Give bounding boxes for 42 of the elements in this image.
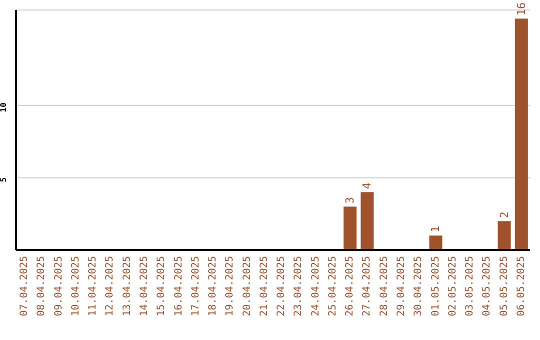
x-tick-label: 04.05.2025 [482, 256, 493, 316]
x-tick-label: 29.04.2025 [396, 256, 407, 316]
x-tick-label: 03.05.2025 [464, 256, 476, 316]
x-tick-label: 19.04.2025 [224, 256, 236, 316]
x-tick-label: 02.05.2025 [447, 256, 458, 316]
y-tick-label: 5 [0, 177, 8, 182]
x-tick-label: 05.05.2025 [498, 256, 510, 316]
bar [360, 192, 374, 250]
y-tick-label: 10 [0, 102, 8, 112]
x-tick-label: 08.04.2025 [36, 256, 48, 316]
x-tick-label: 16.04.2025 [173, 256, 184, 316]
x-tick-label: 10.04.2025 [70, 256, 82, 316]
x-tick-label: 07.04.2025 [19, 256, 30, 316]
data-label: 1 [429, 226, 442, 233]
x-tick-label: 14.04.2025 [139, 256, 150, 316]
x-tick-label: 24.04.2025 [310, 256, 322, 316]
x-tick-label: 28.04.2025 [378, 256, 390, 316]
x-tick-label: 01.05.2025 [430, 256, 442, 316]
x-tick-label: 11.04.2025 [88, 256, 99, 316]
x-tick-label: 18.04.2025 [208, 256, 219, 316]
data-label: 2 [498, 211, 511, 218]
x-tick-label: 06.05.2025 [516, 256, 527, 316]
data-label: 4 [360, 182, 374, 190]
x-tick-label: 26.04.2025 [344, 256, 356, 316]
x-tick-label: 22.04.2025 [276, 256, 288, 316]
bar [344, 206, 357, 250]
bar [514, 18, 528, 250]
x-tick-label: 17.04.2025 [190, 256, 202, 316]
data-label: 3 [344, 197, 357, 204]
bar [429, 236, 442, 250]
x-tick-label: 09.04.2025 [53, 256, 64, 316]
x-tick-label: 25.04.2025 [327, 256, 338, 316]
x-tick-label: 13.04.2025 [122, 256, 133, 316]
x-tick-label: 20.04.2025 [242, 256, 253, 316]
x-tick-label: 21.04.2025 [258, 256, 270, 316]
x-tick-label: 12.04.2025 [104, 256, 116, 316]
data-label: 16 [514, 2, 528, 16]
x-tick-label: 27.04.2025 [362, 256, 373, 316]
x-tick-label: 23.04.2025 [293, 256, 304, 316]
x-tick-label: 30.04.2025 [413, 256, 424, 316]
bar [498, 221, 511, 250]
x-tick-label: 15.04.2025 [156, 256, 168, 316]
